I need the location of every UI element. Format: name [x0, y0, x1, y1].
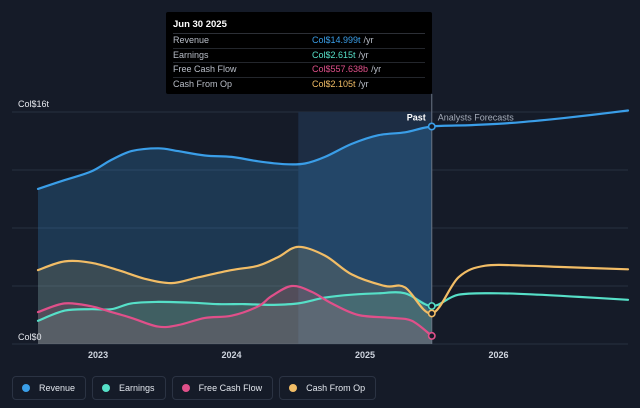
marker-revenue — [427, 122, 436, 131]
tooltip: Jun 30 2025 Revenue Col$14.999t /yr Earn… — [166, 12, 432, 94]
legend-label: Cash From Op — [306, 383, 366, 393]
x-axis-ticks: 2023 2024 2025 2026 — [88, 350, 508, 360]
tooltip-row-revenue: Revenue Col$14.999t /yr — [173, 34, 425, 49]
y-axis-top-label: Col$16t — [18, 99, 50, 109]
legend-label: Free Cash Flow — [198, 383, 263, 393]
legend: Revenue Earnings Free Cash Flow Cash Fro… — [12, 376, 377, 400]
legend-item-free-cash-flow[interactable]: Free Cash Flow — [171, 376, 274, 400]
tooltip-row-earnings: Earnings Col$2.615t /yr — [173, 49, 425, 63]
tooltip-unit: /yr — [363, 35, 374, 45]
tooltip-row-cash-from-op: Cash From Op Col$2.105t /yr — [173, 78, 425, 92]
legend-item-earnings[interactable]: Earnings — [92, 376, 166, 400]
x-tick-label: 2023 — [88, 350, 108, 360]
tooltip-label: Revenue — [173, 35, 210, 45]
area-revenue — [38, 126, 432, 344]
tooltip-label: Free Cash Flow — [173, 64, 237, 74]
legend-label: Earnings — [119, 383, 155, 393]
line-earnings — [36, 291, 630, 322]
line-free-cash-flow — [36, 284, 433, 337]
analysts-forecasts-label: Analysts Forecasts — [438, 113, 515, 123]
past-highlight-region — [298, 112, 432, 344]
past-label: Past — [407, 113, 426, 123]
series-lines — [36, 109, 630, 337]
line-revenue — [36, 109, 630, 190]
y-axis-bottom-label: Col$0 — [18, 332, 42, 342]
legend-dot-icon — [289, 384, 298, 392]
tooltip-value: Col$557.638b — [312, 64, 369, 74]
tooltip-unit: /yr — [358, 78, 369, 89]
marker-free-cash-flow — [427, 331, 436, 340]
legend-dot-icon — [181, 384, 190, 392]
tooltip-value: Col$2.105t — [312, 78, 356, 89]
marker-earnings — [427, 302, 436, 311]
legend-item-cash-from-op[interactable]: Cash From Op — [279, 376, 377, 400]
tooltip-label: Earnings — [173, 49, 209, 60]
tooltip-unit: /yr — [358, 49, 369, 60]
tooltip-unit: /yr — [371, 64, 382, 74]
x-tick-label: 2024 — [222, 350, 242, 360]
legend-dot-icon — [102, 384, 111, 392]
series-areas — [38, 126, 432, 344]
line-cash-from-op — [36, 245, 630, 315]
tooltip-value: Col$14.999t — [312, 35, 361, 45]
series-markers — [427, 122, 436, 340]
tooltip-label: Cash From Op — [173, 78, 233, 89]
legend-label: Revenue — [39, 383, 76, 393]
legend-item-revenue[interactable]: Revenue — [12, 376, 87, 400]
legend-dot-icon — [22, 384, 30, 392]
marker-cash-from-op — [427, 309, 436, 318]
tooltip-value: Col$2.615t — [312, 49, 356, 60]
tooltip-date: Jun 30 2025 — [173, 18, 425, 34]
tooltip-row-free-cash-flow: Free Cash Flow Col$557.638b /yr — [173, 63, 425, 78]
x-tick-label: 2026 — [489, 350, 509, 360]
x-tick-label: 2025 — [355, 350, 375, 360]
